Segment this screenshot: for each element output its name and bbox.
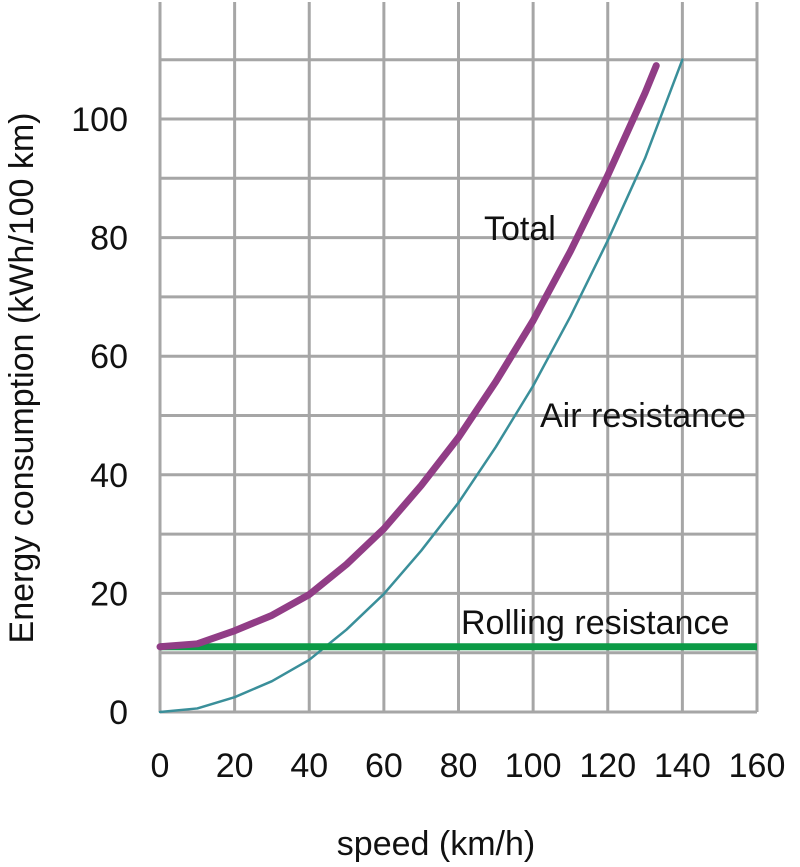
series-label-total: Total [484,210,556,248]
x-tick-label: 160 [729,747,786,785]
series-line-air-resistance [158,58,684,714]
x-tick-label: 80 [440,747,478,785]
y-tick-label: 0 [109,694,128,732]
series-label-air-resistance: Air resistance [540,397,746,435]
y-axis-title: Energy consumption (kWh/100 km) [3,113,41,644]
y-tick-label: 40 [90,457,128,495]
x-tick-label: 40 [290,747,328,785]
tick-labels: 0 20 40 60 80 100 120 140 160 0 20 40 60 80 100 [71,101,785,785]
series-line-total [156,62,660,651]
x-tick-label: 120 [579,747,636,785]
x-tick-label: 20 [216,747,254,785]
series-lines [156,58,757,714]
x-tick-label: 0 [151,747,170,785]
series-label-rolling-resistance: Rolling resistance [461,604,729,642]
x-tick-label: 60 [365,747,403,785]
series-labels: Total Air resistance Rolling resistance [461,210,746,642]
x-tick-label: 140 [654,747,711,785]
y-tick-label: 20 [90,575,128,613]
y-tick-label: 80 [90,220,128,258]
y-tick-label: 60 [90,338,128,376]
grid [158,2,759,714]
y-tick-label: 100 [71,101,128,139]
x-tick-label: 100 [505,747,562,785]
x-axis-title: speed (km/h) [337,825,535,863]
